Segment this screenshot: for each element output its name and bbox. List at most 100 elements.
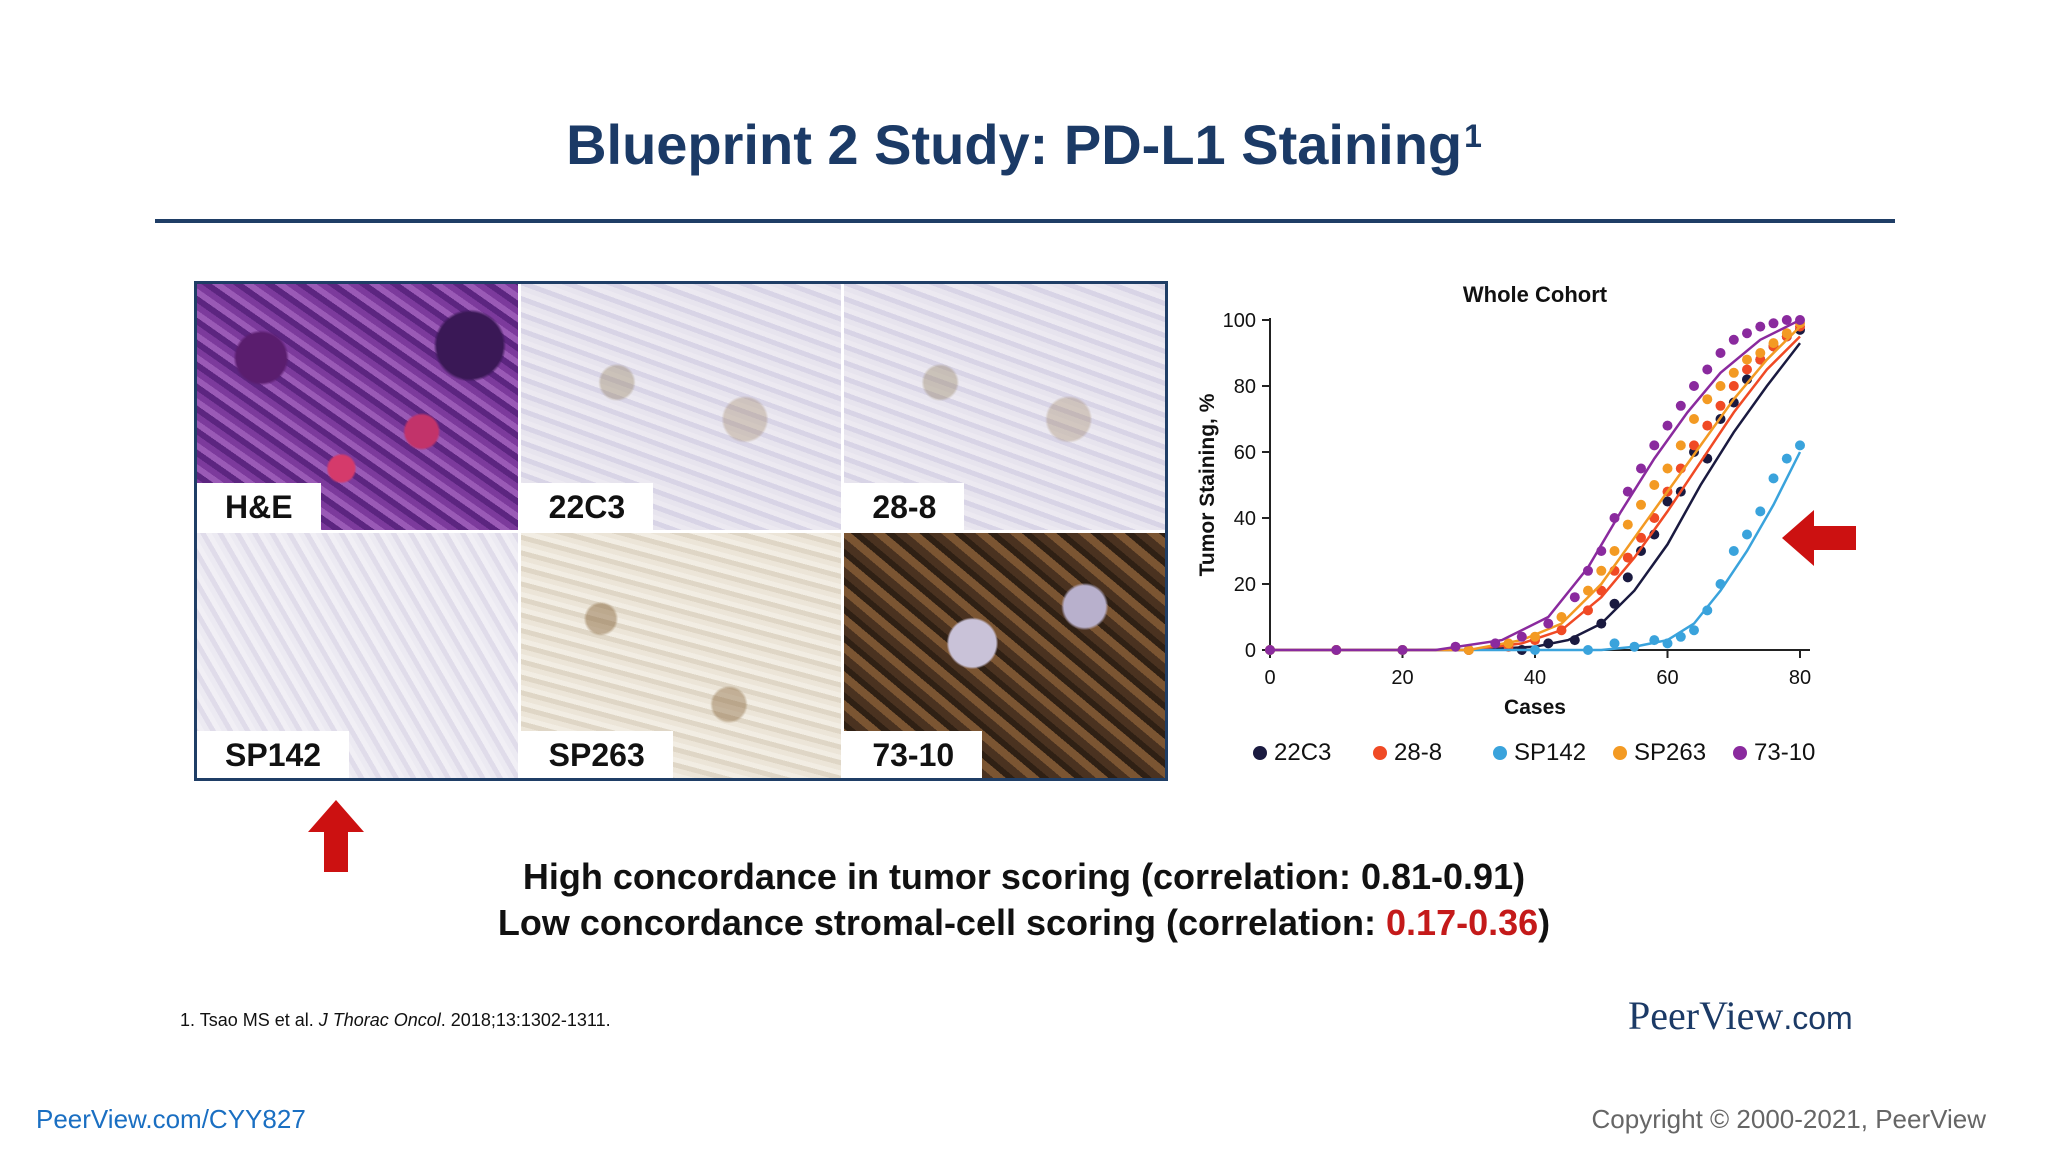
- panel-label: SP142: [197, 731, 350, 778]
- data-point-73-10: [1689, 381, 1699, 391]
- chart-title: Whole Cohort: [1463, 282, 1608, 307]
- staining-panel-grid: H&E 22C3 28-8 SP142 SP263 73-10: [194, 281, 1168, 781]
- legend-marker-22c3: [1253, 746, 1267, 760]
- data-point-sp263: [1689, 414, 1699, 424]
- data-point-28-8: [1689, 440, 1699, 451]
- slide-title-text: Blueprint 2 Study: PD-L1 Staining: [566, 113, 1463, 176]
- data-point-sp263: [1609, 546, 1620, 556]
- title-footnote-marker: 1: [1464, 118, 1482, 154]
- y-axis-label: Tumor Staining, %: [1196, 393, 1219, 576]
- data-point-22c3: [1662, 496, 1673, 507]
- data-point-sp142: [1675, 631, 1686, 642]
- panel-label: SP263: [520, 731, 673, 778]
- data-point-sp263: [1503, 638, 1514, 649]
- data-point-sp263: [1702, 394, 1713, 405]
- legend-label-73-10: 73-10: [1754, 739, 1815, 766]
- y-tick-label: 60: [1234, 442, 1256, 464]
- data-point-73-10: [1742, 328, 1752, 339]
- legend-marker-sp263: [1613, 746, 1627, 760]
- x-axis-label: Cases: [1504, 696, 1566, 719]
- legend-marker-73-10: [1733, 746, 1747, 760]
- series-curve-73-10: [1270, 318, 1801, 652]
- data-point-sp142: [1728, 546, 1739, 556]
- data-point-sp142: [1742, 529, 1752, 540]
- data-point-73-10: [1609, 513, 1620, 523]
- data-point-sp263: [1622, 519, 1633, 530]
- data-point-73-10: [1702, 364, 1713, 375]
- data-point-73-10: [1795, 315, 1805, 325]
- left-arrow-icon: [1782, 510, 1856, 566]
- series-curve-sp142: [1270, 451, 1802, 652]
- data-point-28-8: [1702, 420, 1713, 431]
- footnote-authors: 1. Tsao MS et al.: [180, 1010, 319, 1030]
- legend-label-28-8: 28-8: [1394, 739, 1442, 766]
- title-divider: [155, 219, 1895, 223]
- x-tick-label: 20: [1391, 667, 1413, 689]
- stromal-concordance-text: Low concordance stromal-cell scoring (co…: [0, 902, 2048, 944]
- data-point-sp263: [1556, 612, 1567, 622]
- data-point-73-10: [1636, 463, 1646, 474]
- data-point-sp263: [1662, 463, 1673, 474]
- footnote-citation: . 2018;13:1302-1311.: [440, 1010, 611, 1030]
- footnote-journal: J Thorac Oncol: [318, 1010, 441, 1030]
- data-point-73-10: [1397, 645, 1408, 655]
- data-point-sp142: [1702, 605, 1713, 616]
- panel-he-image: H&E: [197, 284, 518, 530]
- data-point-73-10: [1596, 546, 1607, 556]
- stromal-correlation-value: 0.17-0.36: [1386, 902, 1539, 943]
- data-point-28-8: [1556, 625, 1567, 636]
- panel-28-8-image: 28-8: [844, 284, 1165, 530]
- data-point-73-10: [1715, 348, 1726, 358]
- data-point-22c3: [1543, 638, 1554, 649]
- data-point-73-10: [1781, 315, 1792, 325]
- brand-suffix: .com: [1783, 1000, 1853, 1036]
- data-point-sp142: [1583, 645, 1593, 655]
- data-point-sp263: [1728, 367, 1739, 378]
- data-point-28-8: [1583, 605, 1593, 616]
- slide-title: Blueprint 2 Study: PD-L1 Staining1: [0, 112, 2048, 177]
- y-tick-label: 40: [1234, 508, 1256, 530]
- data-point-22c3: [1728, 397, 1739, 408]
- data-point-sp263: [1649, 480, 1660, 490]
- y-tick-label: 20: [1234, 574, 1256, 596]
- y-tick-label: 80: [1234, 376, 1256, 398]
- brand-name: PeerView: [1628, 993, 1784, 1038]
- panel-22c3-image: 22C3: [520, 284, 842, 530]
- x-tick-label: 0: [1264, 667, 1275, 689]
- legend-label-sp142: SP142: [1514, 739, 1586, 766]
- data-point-73-10: [1622, 486, 1633, 497]
- data-point-sp263: [1768, 338, 1779, 349]
- up-arrow-icon: [308, 800, 364, 872]
- data-point-28-8: [1636, 532, 1646, 543]
- data-point-73-10: [1662, 420, 1673, 431]
- data-point-sp142: [1649, 635, 1660, 646]
- data-point-sp263: [1675, 440, 1686, 451]
- data-point-73-10: [1768, 318, 1779, 329]
- data-point-73-10: [1543, 618, 1554, 629]
- data-point-73-10: [1450, 641, 1461, 652]
- data-point-sp263: [1463, 645, 1474, 655]
- data-point-sp263: [1781, 328, 1792, 339]
- copyright-text: Copyright © 2000-2021, PeerView: [1591, 1104, 1986, 1134]
- panel-sp263-image: SP263: [520, 532, 842, 778]
- data-point-22c3: [1609, 598, 1620, 609]
- data-point-sp142: [1662, 638, 1673, 649]
- panel-sp142-image: SP142: [197, 532, 518, 778]
- data-point-sp263: [1715, 381, 1726, 391]
- data-point-28-8: [1622, 552, 1633, 563]
- data-point-sp263: [1583, 585, 1593, 596]
- data-point-sp142: [1781, 453, 1792, 464]
- x-tick-label: 60: [1656, 667, 1678, 689]
- whole-cohort-chart: Whole Cohort 0 20 40 60 80 100 0 20 40 60 80 Cases Tu…: [1196, 282, 1815, 766]
- data-point-sp142: [1755, 506, 1766, 517]
- data-point-73-10: [1265, 645, 1275, 655]
- tumor-concordance-text: High concordance in tumor scoring (corre…: [522, 856, 1526, 897]
- reference-footnote: 1. Tsao MS et al. J Thorac Oncol. 2018;1…: [180, 1010, 611, 1031]
- data-point-sp142: [1768, 473, 1779, 484]
- data-point-sp142: [1530, 645, 1540, 655]
- data-point-sp263: [1636, 499, 1646, 510]
- legend-label-22c3: 22C3: [1274, 739, 1331, 766]
- panel-label: 22C3: [520, 482, 654, 530]
- program-link[interactable]: PeerView.com/CYY827: [36, 1104, 306, 1134]
- data-point-sp263: [1755, 348, 1766, 358]
